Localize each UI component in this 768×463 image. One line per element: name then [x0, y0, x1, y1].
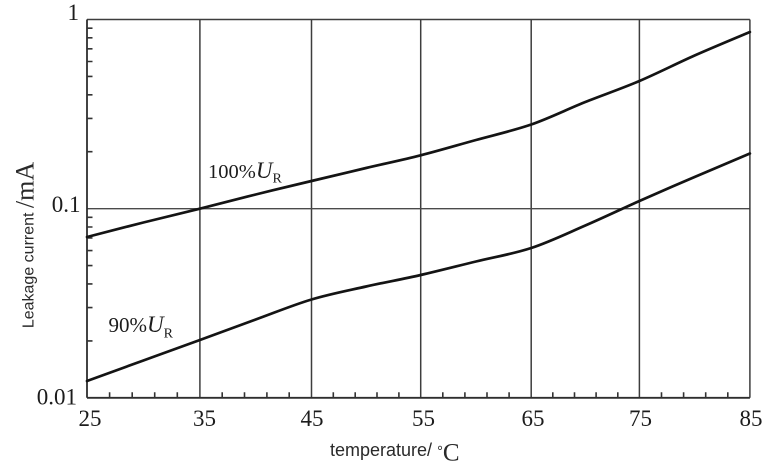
svg-text:35: 35 — [193, 406, 216, 431]
svg-text:100%UR: 100%UR — [208, 158, 282, 187]
svg-text:temperature/ °C: temperature/ °C — [330, 440, 460, 463]
svg-text:55: 55 — [412, 406, 435, 431]
svg-text:25: 25 — [79, 406, 102, 431]
svg-text:65: 65 — [522, 406, 545, 431]
svg-text:90%UR: 90%UR — [109, 312, 174, 342]
svg-text:75: 75 — [629, 406, 652, 431]
svg-text:0.1: 0.1 — [52, 192, 81, 217]
svg-text:85: 85 — [740, 406, 763, 431]
svg-text:45: 45 — [301, 406, 324, 431]
svg-text:1: 1 — [68, 0, 80, 25]
svg-text:0.01: 0.01 — [37, 385, 77, 410]
